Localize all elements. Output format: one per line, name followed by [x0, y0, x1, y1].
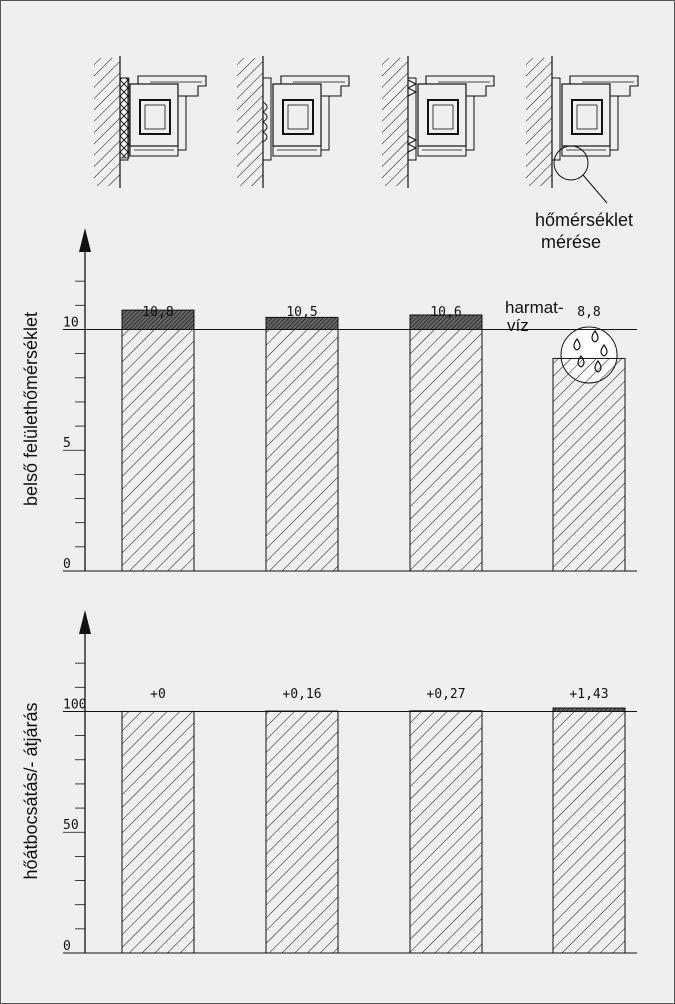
dew-label-1: harmat-: [505, 298, 564, 317]
drop-3: [600, 343, 608, 357]
y-tick-label: 0: [63, 939, 71, 954]
chart-heat-transfer: 0 50 100 hőátbocsátás/- átjárás +0 +0,16 +0,27…: [21, 610, 637, 954]
drop-2: [591, 329, 599, 343]
bar-4: [552, 710, 626, 954]
y-tick-label: 50: [63, 818, 79, 833]
bar-value-label-1: 10,8: [142, 305, 173, 320]
y-axis-title: belső felülethőmérséklet: [21, 312, 41, 506]
window-section-2: [237, 56, 350, 188]
measure-label-1: hőmérséklet: [535, 210, 633, 230]
window-sections: [94, 56, 639, 188]
window-section-4: [526, 56, 639, 188]
bar-3: [409, 328, 483, 572]
bar-2: [265, 710, 339, 954]
bar-value-label-3: +0,27: [426, 687, 465, 702]
bar-value-label-2: 10,5: [286, 305, 317, 320]
chart-surface-temperature: 0 5 10 belső felülethőmérséklet 10,8 10,5 10,6…: [21, 228, 637, 572]
measurement-marker: [553, 145, 608, 204]
y-axis-arrow-icon: [79, 610, 91, 634]
bar-excess-4: [552, 707, 626, 712]
bar-value-label-2: +0,16: [282, 687, 321, 702]
y-tick-label: 10: [63, 315, 79, 330]
y-tick-label: 100: [63, 697, 86, 712]
y-axis-title: hőátbocsátás/- átjárás: [21, 702, 41, 879]
bar-1: [121, 328, 195, 572]
dew-label-2: víz: [507, 316, 529, 335]
y-axis-arrow-icon: [79, 228, 91, 252]
y-tick-label: 0: [63, 557, 71, 572]
measure-label-2: mérése: [541, 232, 601, 252]
bar-value-label-1: +0: [150, 687, 166, 702]
window-section-1: [94, 56, 207, 188]
bar-2: [265, 328, 339, 572]
bar-1: [121, 710, 195, 954]
drop-1: [573, 337, 581, 351]
y-tick-label: 5: [63, 436, 71, 451]
bar-3: [409, 710, 483, 954]
bar-4: [552, 357, 626, 572]
window-section-3: [382, 56, 495, 188]
bar-value-label-4: 8,8: [577, 305, 600, 320]
bar-value-label-4: +1,43: [569, 687, 608, 702]
bar-value-label-3: 10,6: [430, 305, 461, 320]
